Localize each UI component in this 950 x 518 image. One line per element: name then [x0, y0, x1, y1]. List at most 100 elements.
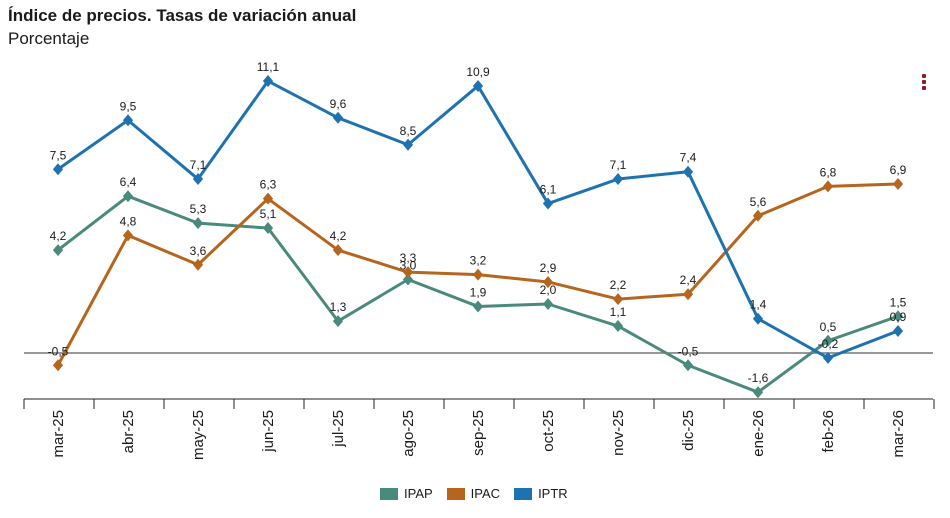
- series-line-iptr: [57, 79, 899, 360]
- legend-swatch: [514, 487, 533, 500]
- data-point-ipap: [892, 310, 904, 323]
- x-tick-label: mar-26: [890, 410, 907, 458]
- chart-title: Índice de precios. Tasas de variación an…: [8, 6, 357, 25]
- data-point-ipap: [262, 222, 274, 235]
- data-point-ipac: [402, 266, 414, 279]
- data-label-ipap: 1,9: [470, 285, 487, 299]
- data-point-ipac: [472, 268, 484, 281]
- data-label-iptr: 7,5: [50, 148, 67, 162]
- data-point-iptr: [542, 197, 554, 210]
- data-label-ipac: 6,9: [890, 163, 907, 177]
- data-label-iptr: 9,6: [330, 97, 347, 111]
- data-label-ipac: 3,6: [190, 244, 207, 258]
- data-point-ipac: [542, 275, 554, 288]
- data-point-iptr: [192, 173, 204, 186]
- data-label-ipac: 4,8: [120, 214, 137, 228]
- data-label-iptr: 7,4: [680, 151, 697, 165]
- data-label-ipap: 1,5: [890, 295, 907, 309]
- data-label-iptr: -0,2: [818, 337, 839, 351]
- x-tick-label: jul-25: [330, 410, 347, 448]
- chart-legend: IPAP IPAC IPTR: [380, 486, 568, 501]
- data-point-ipac: [192, 258, 204, 271]
- legend-label: IPTR: [538, 486, 568, 501]
- legend-item-ipap[interactable]: IPAP: [380, 486, 433, 501]
- data-label-ipap: 0,5: [820, 320, 837, 334]
- data-label-ipap: -0,5: [678, 344, 699, 358]
- data-label-iptr: 10,9: [466, 65, 490, 79]
- data-point-iptr: [682, 165, 694, 178]
- data-point-ipac: [332, 244, 344, 257]
- data-label-iptr: 8,5: [400, 124, 417, 138]
- data-label-iptr: 11,1: [257, 60, 280, 74]
- x-tick-label: oct-25: [540, 410, 557, 452]
- legend-swatch: [446, 487, 465, 500]
- data-point-ipap: [542, 298, 554, 310]
- data-point-ipac: [892, 177, 904, 190]
- x-tick-label: may-25: [190, 410, 207, 460]
- chart-subtitle: Porcentaje: [8, 29, 90, 48]
- data-label-iptr: 9,5: [120, 99, 137, 113]
- data-point-ipap: [332, 315, 344, 328]
- legend-item-ipac[interactable]: IPAC: [446, 486, 501, 501]
- x-tick-label: jun-25: [260, 410, 277, 453]
- legend-label: IPAP: [404, 486, 433, 501]
- data-point-ipap: [682, 359, 694, 372]
- menu-dot: [922, 74, 926, 78]
- data-label-ipap: 6,4: [120, 175, 137, 189]
- data-label-ipap: 1,1: [610, 305, 627, 319]
- data-label-ipac: -0,5: [48, 344, 69, 358]
- data-point-ipac: [822, 180, 834, 193]
- data-point-iptr: [752, 312, 764, 325]
- data-point-ipac: [612, 293, 624, 306]
- data-label-ipac: 5,6: [750, 195, 767, 209]
- data-point-ipap: [752, 386, 764, 399]
- data-point-ipap: [122, 190, 134, 203]
- x-tick-label: feb-26: [820, 410, 837, 453]
- data-label-ipac: 3,2: [470, 254, 487, 268]
- data-point-iptr: [612, 173, 624, 186]
- data-label-ipac: 6,3: [260, 178, 277, 192]
- data-label-ipac: 4,2: [330, 229, 347, 243]
- legend-label: IPAC: [470, 486, 501, 501]
- legend-swatch: [380, 487, 398, 500]
- data-point-ipac: [262, 192, 274, 205]
- data-point-iptr: [262, 75, 274, 88]
- chart-menu-icon[interactable]: [922, 74, 928, 92]
- line-chart: mar-25 abr-25 may-25 jun-25 jul-25 ago-25 sep-…: [23, 60, 935, 460]
- data-label-ipac: 3,3: [400, 251, 417, 265]
- data-point-iptr: [472, 79, 484, 92]
- data-label-ipac: 2,4: [680, 273, 697, 287]
- data-label-ipap: 5,3: [190, 202, 207, 216]
- data-label-ipap: -1,6: [748, 371, 769, 385]
- x-tick-label: mar-25: [50, 410, 67, 458]
- data-point-ipap: [52, 244, 64, 257]
- data-label-iptr: 1,4: [750, 298, 767, 312]
- data-label-ipac: 2,2: [610, 278, 627, 292]
- data-point-ipap: [822, 334, 834, 347]
- data-label-ipap: 5,1: [260, 207, 277, 221]
- data-point-iptr: [52, 163, 64, 176]
- data-label-ipap: 2,0: [540, 283, 557, 297]
- data-point-ipap: [192, 217, 204, 230]
- data-point-ipac: [52, 359, 64, 372]
- x-tick-label: ene-26: [750, 410, 767, 457]
- x-tick-label: abr-25: [120, 410, 137, 453]
- x-tick-label: dic-25: [680, 410, 697, 451]
- x-tick-label: nov-25: [610, 410, 627, 456]
- data-point-ipap: [612, 320, 624, 333]
- data-point-iptr: [822, 351, 834, 364]
- x-tick-label: sep-25: [470, 410, 487, 456]
- data-label-ipap: 3,0: [400, 259, 417, 273]
- data-point-ipap: [472, 300, 484, 313]
- legend-item-iptr[interactable]: IPTR: [514, 486, 568, 501]
- data-point-ipac: [752, 209, 764, 222]
- data-point-iptr: [402, 138, 414, 151]
- data-point-ipac: [682, 288, 694, 301]
- data-label-iptr: 7,1: [610, 158, 627, 172]
- data-point-ipac: [122, 229, 134, 242]
- data-point-iptr: [332, 111, 344, 124]
- menu-dot: [922, 86, 926, 90]
- data-label-ipac: 6,8: [820, 165, 837, 179]
- data-point-ipap: [402, 273, 414, 286]
- data-point-iptr: [892, 324, 904, 337]
